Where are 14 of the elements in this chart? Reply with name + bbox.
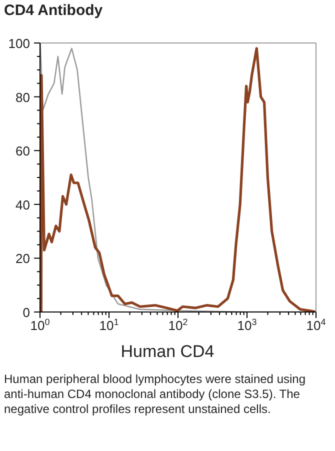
x-tick-label: 10$^{3}$	[237, 317, 257, 333]
y-tick-label: 40	[16, 197, 30, 212]
chart-title: CD4 Antibody	[4, 2, 103, 19]
text: Human peripheral blood lymphocytes were stained using anti-human CD4 monoclonal antibody (clone S3.5). The negative control profiles represent unstained cells.	[4, 372, 306, 417]
x-tick-label: 10$^{0}$	[30, 317, 50, 333]
y-tick-label: 60	[16, 144, 30, 159]
y-tick-label: 20	[16, 251, 30, 266]
x-tick-label: 10$^{2}$	[168, 317, 188, 333]
x-tick-label: 10$^{4}$	[306, 317, 326, 333]
x-axis-title: Human CD4	[120, 342, 216, 362]
y-tick-label: 0	[22, 305, 30, 320]
y-tick-label: 100	[8, 36, 30, 51]
y-tick-label: 80	[16, 90, 30, 105]
x-tick-label: 10$^{1}$	[99, 317, 119, 333]
